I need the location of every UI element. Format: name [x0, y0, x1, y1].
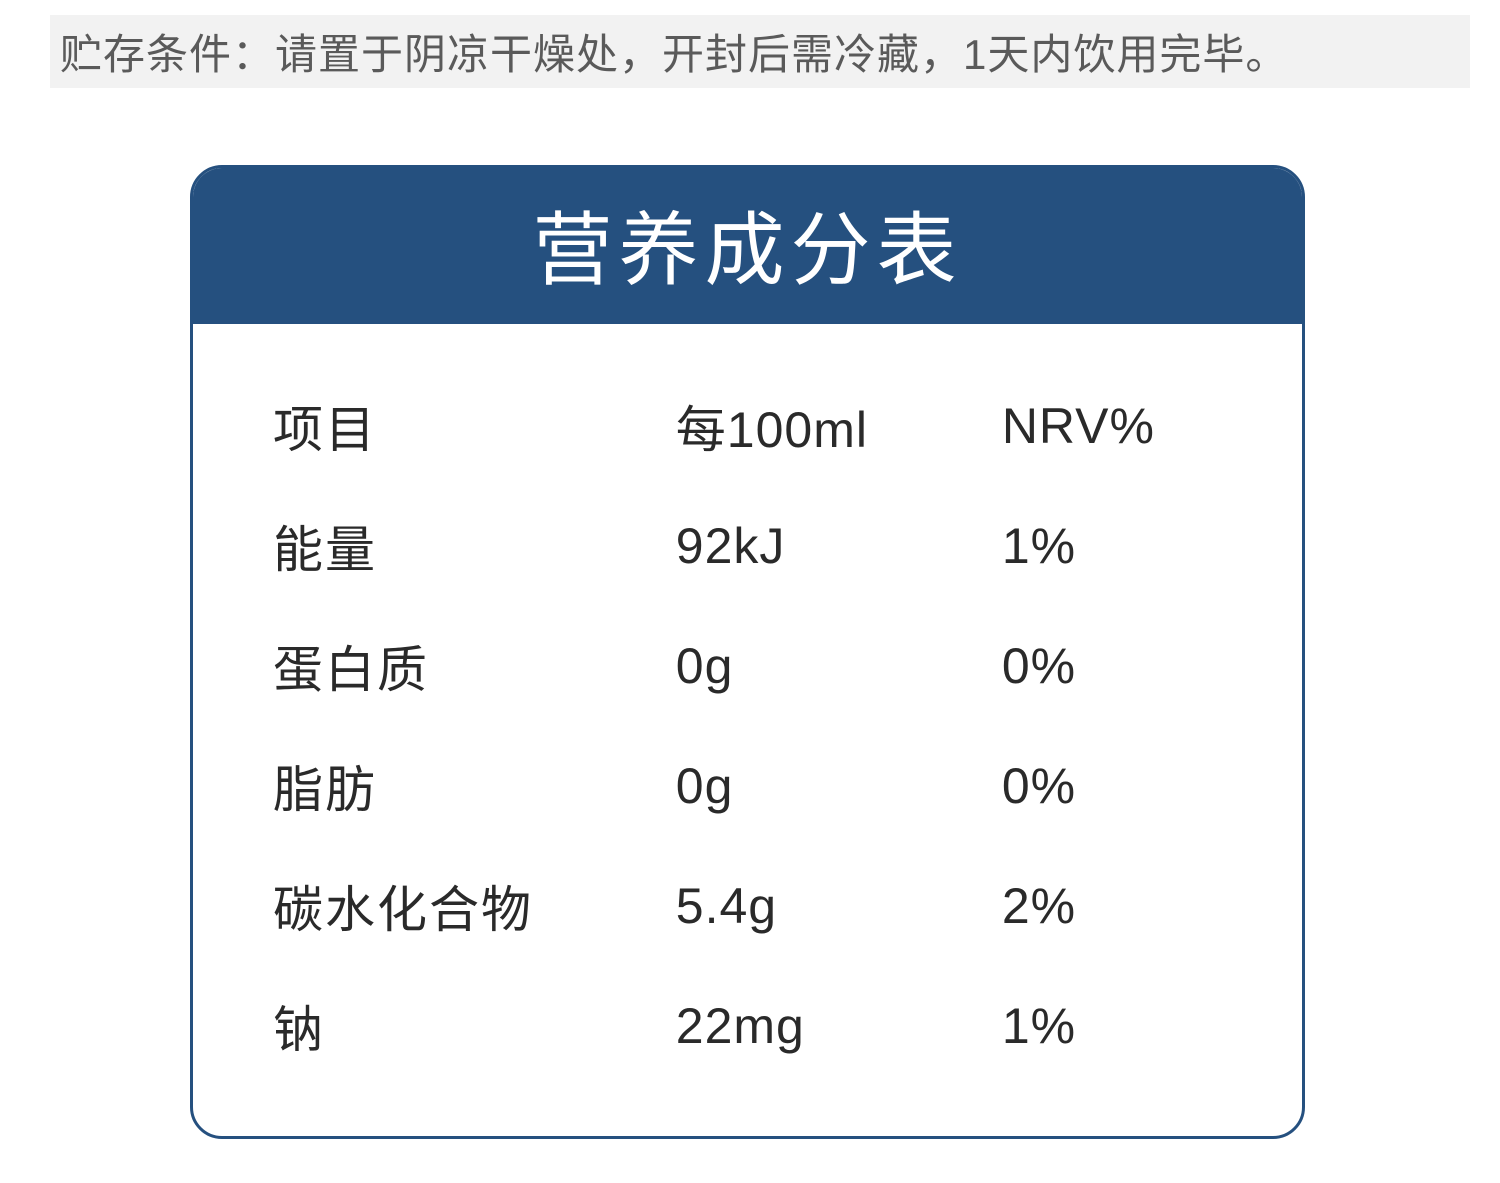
cell-nrv: 1%	[1002, 997, 1232, 1055]
cell-item: 钠	[273, 990, 676, 1062]
table-row: 能量 92kJ 1%	[273, 486, 1232, 606]
nutrition-panel-body: 项目 每100ml NRV% 能量 92kJ 1% 蛋白质 0g 0% 脂肪 0…	[193, 324, 1302, 1136]
storage-conditions-text: 贮存条件：请置于阴凉干燥处，开封后需冷藏，1天内饮用完毕。	[50, 15, 1470, 88]
table-header-row: 项目 每100ml NRV%	[273, 366, 1232, 486]
nutrition-facts-panel: 营养成分表 项目 每100ml NRV% 能量 92kJ 1% 蛋白质 0g 0…	[190, 165, 1305, 1139]
col-header-item: 项目	[273, 390, 676, 462]
col-header-per100ml: 每100ml	[676, 390, 1002, 462]
cell-amount: 0g	[676, 757, 1002, 815]
cell-nrv: 2%	[1002, 877, 1232, 935]
cell-item: 脂肪	[273, 750, 676, 822]
cell-nrv: 0%	[1002, 637, 1232, 695]
table-row: 脂肪 0g 0%	[273, 726, 1232, 846]
table-row: 蛋白质 0g 0%	[273, 606, 1232, 726]
cell-amount: 22mg	[676, 997, 1002, 1055]
cell-nrv: 1%	[1002, 517, 1232, 575]
cell-item: 蛋白质	[273, 630, 676, 702]
cell-nrv: 0%	[1002, 757, 1232, 815]
table-row: 碳水化合物 5.4g 2%	[273, 846, 1232, 966]
cell-item: 能量	[273, 510, 676, 582]
cell-amount: 92kJ	[676, 517, 1002, 575]
cell-amount: 5.4g	[676, 877, 1002, 935]
table-row: 钠 22mg 1%	[273, 966, 1232, 1086]
col-header-nrv: NRV%	[1002, 397, 1232, 455]
nutrition-panel-title: 营养成分表	[193, 168, 1302, 324]
cell-item: 碳水化合物	[273, 870, 676, 942]
cell-amount: 0g	[676, 637, 1002, 695]
